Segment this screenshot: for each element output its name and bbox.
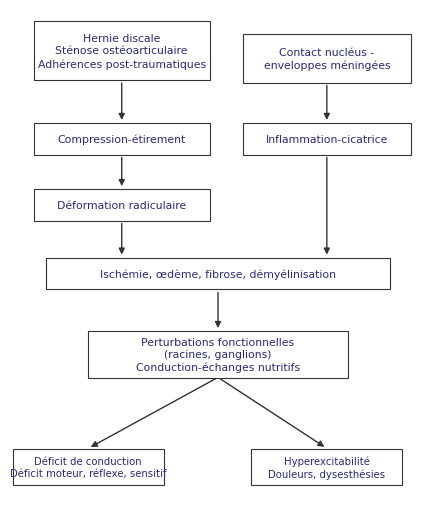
FancyBboxPatch shape bbox=[46, 258, 390, 290]
Text: Compression-étirement: Compression-étirement bbox=[58, 134, 186, 145]
FancyBboxPatch shape bbox=[243, 35, 411, 83]
Text: Déficit de conduction
Déficit moteur, réflexe, sensitif: Déficit de conduction Déficit moteur, ré… bbox=[10, 456, 167, 478]
FancyBboxPatch shape bbox=[34, 22, 210, 81]
Text: Perturbations fonctionnelles
(racines, ganglions)
Conduction-échanges nutritifs: Perturbations fonctionnelles (racines, g… bbox=[136, 337, 300, 373]
Text: Ischémie, œdème, fibrose, démyélinisation: Ischémie, œdème, fibrose, démyélinisatio… bbox=[100, 269, 336, 279]
FancyBboxPatch shape bbox=[13, 449, 164, 486]
FancyBboxPatch shape bbox=[252, 449, 402, 486]
FancyBboxPatch shape bbox=[34, 124, 210, 156]
Text: Inflammation-cicatrice: Inflammation-cicatrice bbox=[266, 135, 388, 145]
Text: Contact nucléus -
enveloppes méningées: Contact nucléus - enveloppes méningées bbox=[263, 47, 390, 71]
FancyBboxPatch shape bbox=[34, 190, 210, 221]
Text: Hernie discale
Sténose ostéoarticulaire
Adhérences post-traumatiques: Hernie discale Sténose ostéoarticulaire … bbox=[37, 34, 206, 69]
FancyBboxPatch shape bbox=[243, 124, 411, 156]
FancyBboxPatch shape bbox=[88, 331, 348, 378]
Text: Déformation radiculaire: Déformation radiculaire bbox=[57, 201, 186, 211]
Text: Hyperexcitabilité
Douleurs, dysesthésies: Hyperexcitabilité Douleurs, dysesthésies bbox=[268, 456, 385, 479]
